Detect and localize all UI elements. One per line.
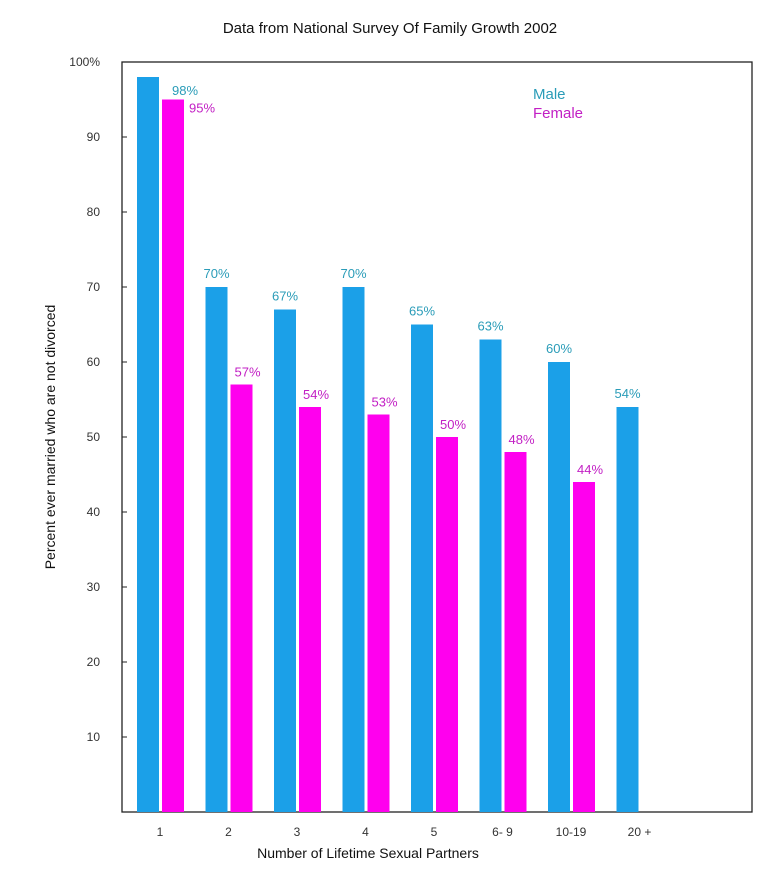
x-tick-label: 1 (157, 825, 164, 839)
bar-male (274, 309, 296, 812)
x-axis-label: Number of Lifetime Sexual Partners (257, 845, 479, 861)
y-tick-label: 30 (87, 580, 101, 594)
x-tick-label: 10-19 (556, 825, 587, 839)
bar-female (573, 482, 595, 812)
y-tick-label: 90 (87, 130, 101, 144)
bar-female (230, 384, 253, 812)
bar-female (162, 99, 184, 812)
bar-male (548, 362, 570, 812)
data-label-female: 57% (234, 365, 260, 380)
data-label-female: 50% (440, 417, 466, 432)
data-label-male: 60% (546, 341, 572, 356)
y-tick-label: 80 (87, 205, 101, 219)
x-axis-ticks: 1 2 3 4 5 6- 9 10-19 20 + (157, 825, 652, 839)
y-tick-label: 70 (87, 280, 101, 294)
x-tick-label: 5 (431, 825, 438, 839)
data-label-female: 53% (371, 395, 397, 410)
bar-male (342, 287, 365, 812)
x-tick-label: 20 + (628, 825, 652, 839)
y-axis-ticks: 10 20 30 40 50 60 70 80 90 100% (69, 55, 127, 744)
data-label-female: 48% (508, 432, 534, 447)
data-label-male: 70% (203, 266, 229, 281)
bar-female (504, 452, 527, 812)
data-label-male: 98% (172, 83, 198, 98)
bar-male (137, 77, 159, 812)
legend-item-male: Male (533, 86, 566, 103)
bar-male (616, 407, 639, 812)
data-label-female: 44% (577, 462, 603, 477)
legend: Male Female (533, 86, 583, 122)
x-tick-label: 6- 9 (492, 825, 513, 839)
data-label-male: 70% (340, 266, 366, 281)
data-label-male: 67% (272, 289, 298, 304)
data-label-male: 63% (477, 319, 503, 334)
legend-item-female: Female (533, 105, 583, 122)
data-label-female: 54% (303, 387, 329, 402)
bar-female (436, 437, 458, 812)
bar-female (367, 414, 390, 812)
y-tick-label: 40 (87, 505, 101, 519)
x-tick-label: 2 (225, 825, 232, 839)
data-label-male: 65% (409, 304, 435, 319)
y-tick-label: 20 (87, 655, 101, 669)
y-tick-label: 10 (87, 730, 101, 744)
y-tick-label: 50 (87, 430, 101, 444)
data-label-female: 95% (189, 101, 215, 116)
y-tick-label: 100% (69, 55, 100, 69)
y-axis-label: Percent ever married who are not divorce… (42, 305, 58, 570)
bar-male (411, 324, 433, 812)
bar-male (205, 287, 228, 812)
x-tick-label: 4 (362, 825, 369, 839)
y-tick-label: 60 (87, 355, 101, 369)
chart-title: Data from National Survey Of Family Grow… (223, 20, 557, 37)
data-label-male: 54% (614, 386, 640, 401)
bars-group: 98% 95% 70% 57% 67% 54% 70% 53% 65% 50% 63% 48% 60% 4… (137, 77, 641, 812)
x-tick-label: 3 (294, 825, 301, 839)
bar-male (479, 339, 502, 812)
bar-female (299, 407, 321, 812)
